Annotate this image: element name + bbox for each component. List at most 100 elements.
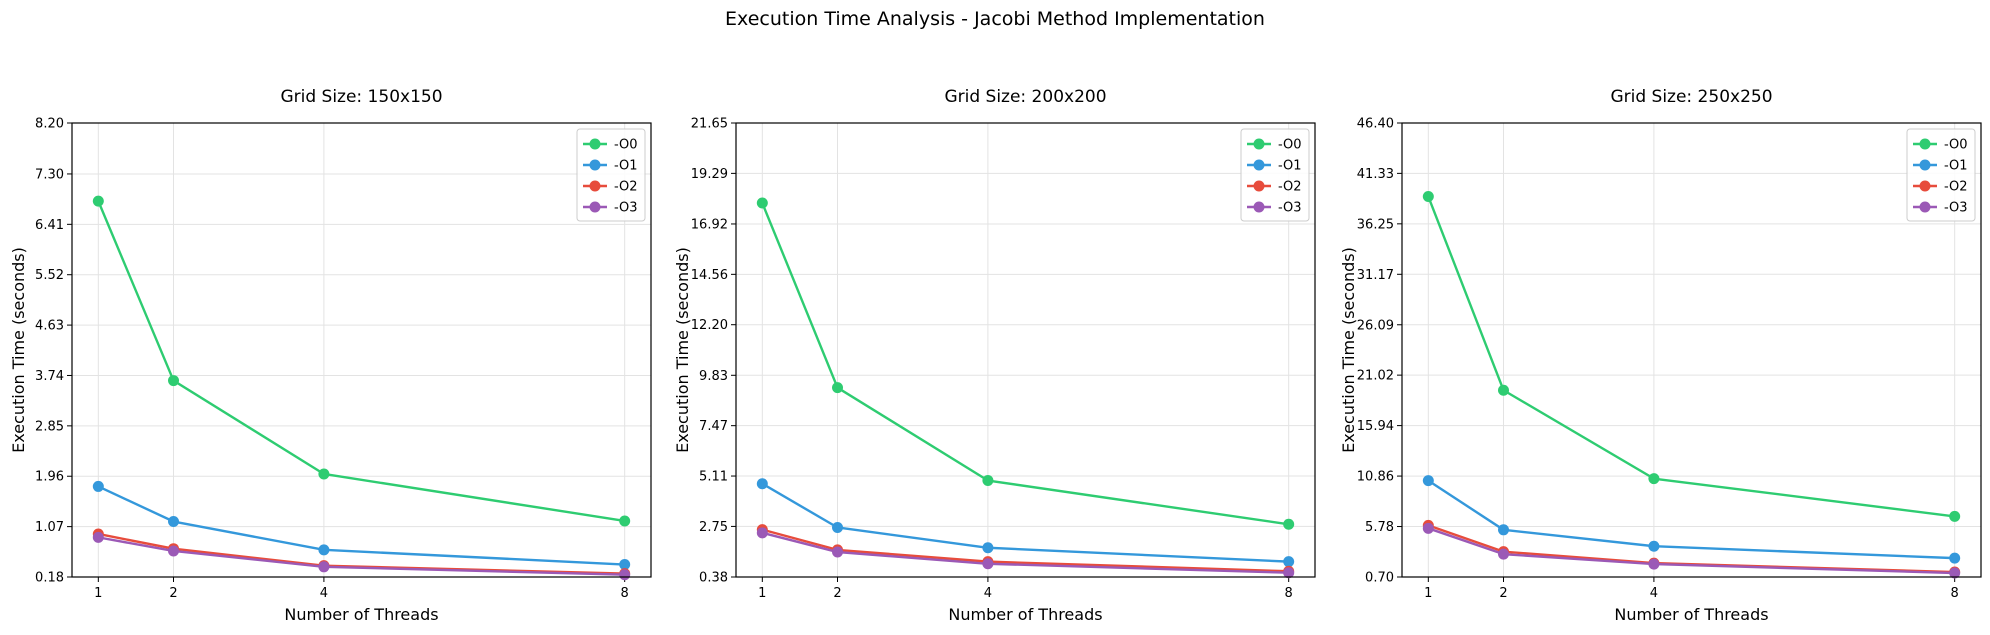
x-tick-label: 4 [320,586,328,601]
y-tick-label: 7.30 [35,167,64,182]
data-point-O1 [1498,524,1510,536]
data-point-O1 [318,544,330,556]
series-line-O3 [1427,527,1955,575]
data-point-O1 [1648,540,1660,552]
legend-marker [589,201,601,213]
x-tick-label: 1 [94,586,102,601]
data-point-O3 [318,561,330,573]
data-point-O0 [318,468,330,480]
x-tick-label: 8 [621,586,629,601]
y-axis-label: Execution Time (seconds) [673,247,692,453]
y-tick-label: 1.07 [35,520,64,535]
legend: -O0 -O1 -O2 -O3 [1906,128,1976,222]
subplot-title: Grid Size: 150x150 [280,87,442,107]
data-point-O3 [168,545,180,557]
data-point-O1 [756,478,768,490]
y-tick-label: 46.40 [1357,117,1394,132]
series-line-O1 [97,485,625,566]
data-point-O0 [1422,191,1434,203]
y-tick-label: 2.85 [35,419,64,434]
y-tick-label: 0.18 [35,571,64,586]
data-point-O1 [1283,556,1295,568]
data-point-O0 [92,195,104,207]
series-line-O0 [1427,196,1955,518]
data-point-O3 [1498,548,1510,560]
series-line-O2 [762,528,1289,573]
subplots: 0.18 1.07 1.96 2.85 3.74 4.63 5.52 6.41 7.30 8.20… [9,87,1982,624]
legend-marker [1253,201,1265,213]
data-point-O3 [1648,558,1660,570]
legend-label: -O1 [1278,159,1302,174]
x-axis-label: Number of Threads [948,605,1102,624]
data-point-O0 [1498,384,1510,396]
series-line-O0 [761,202,1289,526]
data-point-O1 [1949,552,1961,564]
legend-label: -O0 [1944,138,1968,153]
y-axis-label: Execution Time (seconds) [1339,247,1358,453]
data-point-O1 [982,542,994,554]
y-tick-label: 41.33 [1357,167,1394,182]
legend-marker [1919,180,1931,192]
y-tick-label: 0.38 [699,571,728,586]
legend-label: -O3 [1944,201,1968,216]
y-tick-label: 12.20 [691,318,728,333]
data-point-O3 [92,531,104,543]
data-point-O3 [1949,567,1961,579]
x-tick-label: 1 [1424,586,1432,601]
subplot-title: Grid Size: 250x250 [1610,87,1772,107]
data-point-O3 [1422,522,1434,534]
y-tick-label: 2.75 [699,520,728,535]
series-line-O3 [762,531,1289,574]
series-line-O1 [1427,479,1955,560]
y-tick-label: 14.56 [691,268,728,283]
data-point-O0 [982,475,994,487]
data-point-O0 [168,375,180,387]
y-tick-label: 3.74 [35,369,64,384]
legend-box [1240,128,1310,222]
y-tick-label: 10.86 [1357,470,1394,485]
data-point-O0 [619,515,631,527]
legend: -O0 -O1 -O2 -O3 [576,128,646,222]
data-point-O0 [1648,473,1660,485]
legend-marker [589,180,601,192]
x-tick-label: 2 [1499,586,1507,601]
legend-box [1906,128,1976,222]
legend-label: -O2 [614,180,638,195]
legend-marker [1919,138,1931,150]
series-line-O3 [98,536,625,576]
data-point-O3 [756,527,768,539]
y-tick-label: 7.47 [699,419,728,434]
legend-marker [589,138,601,150]
data-point-O1 [92,480,104,492]
legend-label: -O3 [614,201,638,216]
legend-box [576,128,646,222]
legend-label: -O3 [1278,201,1302,216]
legend-label: -O1 [1944,159,1968,174]
data-point-O0 [1283,518,1295,530]
subplot-2: 0.38 2.75 5.11 7.47 9.83 12.20 14.56 16.92 19.29… [673,87,1316,624]
x-tick-label: 2 [833,586,841,601]
legend-label: -O2 [1944,180,1968,195]
x-tick-label: 2 [169,586,177,601]
legend-marker [1253,159,1265,171]
y-tick-label: 19.29 [691,167,728,182]
legend: -O0 -O1 -O2 -O3 [1240,128,1310,222]
y-tick-label: 36.25 [1357,217,1394,232]
legend-marker [589,159,601,171]
x-axis-label: Number of Threads [1614,605,1768,624]
y-tick-label: 31.17 [1357,268,1394,283]
y-tick-label: 21.02 [1357,369,1394,384]
y-tick-label: 21.65 [691,117,728,132]
data-point-O0 [1949,510,1961,522]
legend-marker [1253,180,1265,192]
y-tick-label: 8.20 [35,117,64,132]
data-point-O1 [1422,475,1434,487]
plot-frame [71,122,652,578]
data-point-O0 [832,382,844,394]
y-tick-label: 1.96 [35,470,64,485]
x-tick-label: 8 [1951,586,1959,601]
legend-label: -O2 [1278,180,1302,195]
x-tick-label: 4 [1650,586,1658,601]
plot-frame [735,122,1316,578]
subplot-1: 0.18 1.07 1.96 2.85 3.74 4.63 5.52 6.41 7.30 8.20… [9,87,652,624]
